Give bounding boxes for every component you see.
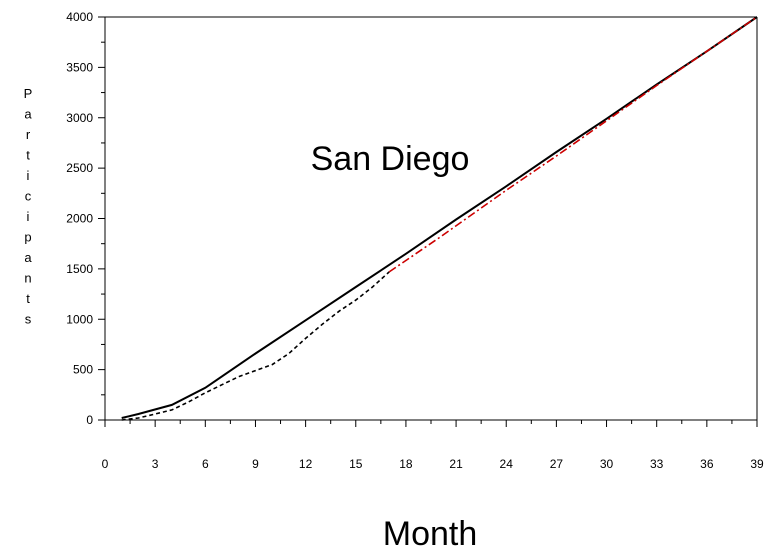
- y-axis-label-char: t: [26, 291, 30, 306]
- y-tick-label: 4000: [66, 10, 93, 24]
- series-group: [121, 16, 758, 421]
- x-tick-label: 39: [750, 457, 764, 471]
- x-tick-label: 3: [152, 457, 159, 471]
- x-tick-label: 36: [700, 457, 714, 471]
- y-tick-label: 2500: [66, 161, 93, 175]
- y-axis-label-char: a: [24, 107, 32, 122]
- x-tick-label: 15: [349, 457, 363, 471]
- y-axis-label-char: r: [26, 127, 31, 142]
- x-tick-label: 24: [500, 457, 514, 471]
- x-tick-label: 9: [252, 457, 259, 471]
- y-tick-label: 1500: [66, 262, 93, 276]
- ticks: 0 3 6 9 12 15 18 21 24 27 30 33 36 390500100015002000…: [66, 10, 764, 471]
- y-axis-label-char: i: [27, 168, 30, 183]
- x-tick-label: 18: [399, 457, 413, 471]
- y-axis-label-char: t: [26, 148, 30, 163]
- y-axis-label-char: n: [24, 271, 31, 286]
- y-tick-label: 500: [73, 363, 93, 377]
- y-tick-label: 3000: [66, 111, 93, 125]
- y-axis-label-char: a: [24, 250, 32, 265]
- y-axis-label-char: p: [24, 230, 31, 245]
- y-tick-label: 1000: [66, 312, 93, 326]
- y-axis-label-char: P: [24, 86, 33, 101]
- y-axis-label-char: s: [25, 312, 32, 327]
- chart-annotation: San Diego: [311, 140, 470, 178]
- x-tick-label: 33: [650, 457, 664, 471]
- series-line-solid: [121, 16, 758, 419]
- x-tick-label: 30: [600, 457, 614, 471]
- y-tick-label: 2000: [66, 212, 93, 226]
- y-tick-label: 0: [86, 413, 93, 427]
- y-tick-label: 3500: [66, 60, 93, 74]
- axes: [104, 16, 758, 421]
- x-tick-label: 6: [202, 457, 209, 471]
- x-tick-label: 0: [102, 457, 109, 471]
- x-axis-label: Month: [383, 515, 478, 553]
- y-axis-label-char: i: [27, 209, 30, 224]
- series-line-dashed: [121, 271, 390, 421]
- y-axis-label-char: c: [25, 189, 32, 204]
- x-tick-label: 12: [299, 457, 313, 471]
- x-tick-label: 27: [550, 457, 564, 471]
- x-tick-label: 21: [449, 457, 463, 471]
